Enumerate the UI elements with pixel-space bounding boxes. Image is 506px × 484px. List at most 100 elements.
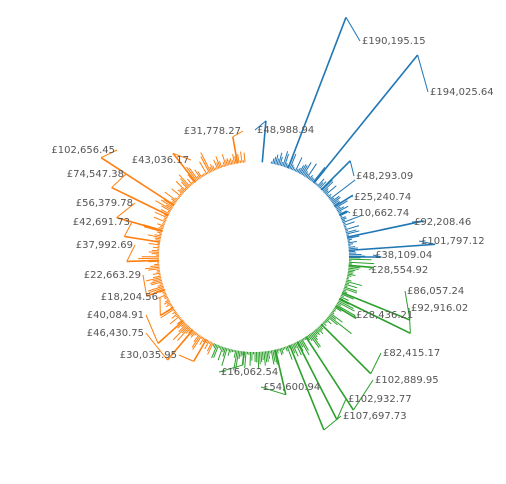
data-label: £46,430.75 xyxy=(87,328,144,339)
bar xyxy=(217,346,224,361)
bar xyxy=(264,351,268,363)
bar xyxy=(343,287,358,294)
bar xyxy=(290,164,294,170)
bar xyxy=(162,291,166,294)
data-label: £194,025.64 xyxy=(430,87,494,98)
labels-layer: £190,195.15 £194,025.64 £48,988.94 £48,293.… xyxy=(51,36,493,422)
bar xyxy=(318,326,323,331)
bar xyxy=(179,193,183,196)
bar xyxy=(321,323,324,326)
label-leader-line xyxy=(323,415,342,431)
bar xyxy=(345,282,350,285)
bar xyxy=(329,314,337,320)
bar xyxy=(328,196,332,199)
bar xyxy=(172,310,177,315)
bar xyxy=(330,197,335,202)
bar xyxy=(348,269,356,272)
bar xyxy=(206,171,209,174)
bar xyxy=(283,153,289,168)
bar xyxy=(331,195,340,203)
bar xyxy=(116,216,163,232)
bar xyxy=(290,344,296,354)
bar xyxy=(278,348,280,352)
bar xyxy=(214,167,217,171)
bar xyxy=(234,350,240,372)
bar xyxy=(148,251,160,253)
data-label: £37,992.69 xyxy=(76,240,133,251)
bar xyxy=(160,199,174,208)
bar xyxy=(325,318,332,325)
bar xyxy=(200,152,212,173)
data-label: £107,697.73 xyxy=(343,411,407,422)
bar xyxy=(275,154,279,165)
label-leader-line xyxy=(126,244,136,262)
bar xyxy=(213,343,217,349)
bar xyxy=(335,200,348,209)
bar xyxy=(177,195,181,198)
bar xyxy=(171,313,179,319)
bar xyxy=(185,327,192,334)
bar xyxy=(155,239,161,241)
bar xyxy=(312,166,326,183)
bar xyxy=(285,346,288,352)
bar xyxy=(338,298,350,305)
bar xyxy=(335,304,356,317)
bars-layer xyxy=(100,17,436,431)
bar xyxy=(261,351,264,361)
bar xyxy=(229,158,233,165)
bar xyxy=(302,162,312,176)
bar xyxy=(347,272,353,274)
bar xyxy=(146,277,162,282)
bar xyxy=(300,339,310,356)
bar xyxy=(199,337,205,345)
bar xyxy=(348,243,354,245)
bar xyxy=(301,338,309,351)
bar xyxy=(311,332,318,341)
bar xyxy=(272,350,276,363)
bar xyxy=(311,178,315,182)
bar xyxy=(308,333,320,349)
bar xyxy=(280,161,284,167)
bar xyxy=(330,312,343,323)
bar xyxy=(292,166,295,171)
bar xyxy=(173,309,176,312)
bar xyxy=(338,300,354,310)
bar xyxy=(335,305,357,320)
bar xyxy=(177,197,180,200)
bar xyxy=(241,351,245,366)
bar xyxy=(148,243,160,246)
data-label: £38,109.04 xyxy=(375,250,432,261)
bar xyxy=(225,159,228,166)
bar xyxy=(338,211,342,214)
bar xyxy=(159,306,174,317)
bar xyxy=(306,163,317,179)
bar xyxy=(188,328,193,334)
bar xyxy=(272,158,275,164)
bar xyxy=(206,341,213,352)
bar xyxy=(313,54,419,184)
data-label: £56,379.78 xyxy=(76,198,133,209)
label-leader-line xyxy=(372,254,382,258)
data-label: £25,240.74 xyxy=(354,192,411,203)
bar xyxy=(179,318,182,321)
bar xyxy=(213,159,219,170)
bar xyxy=(282,151,289,167)
bar xyxy=(221,347,228,366)
label-leader-line xyxy=(111,173,127,188)
data-label: £54,600.94 xyxy=(263,382,320,393)
bar xyxy=(293,342,297,349)
bar xyxy=(164,191,178,202)
bar xyxy=(340,296,349,301)
bar xyxy=(323,188,329,193)
bar xyxy=(143,226,163,233)
bar xyxy=(278,152,283,166)
bar xyxy=(240,351,243,357)
bar xyxy=(172,201,176,204)
bar xyxy=(216,162,220,169)
bar xyxy=(124,235,161,243)
bar xyxy=(111,186,169,217)
bar xyxy=(144,266,160,270)
bar xyxy=(154,211,168,219)
bar xyxy=(298,340,304,348)
bar xyxy=(287,17,347,169)
